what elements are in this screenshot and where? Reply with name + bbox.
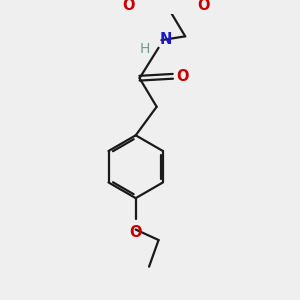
Text: O: O <box>130 225 142 240</box>
Text: H: H <box>140 42 150 56</box>
Text: O: O <box>198 0 210 14</box>
Text: O: O <box>122 0 134 14</box>
Text: O: O <box>177 69 189 84</box>
Text: N: N <box>160 32 172 47</box>
